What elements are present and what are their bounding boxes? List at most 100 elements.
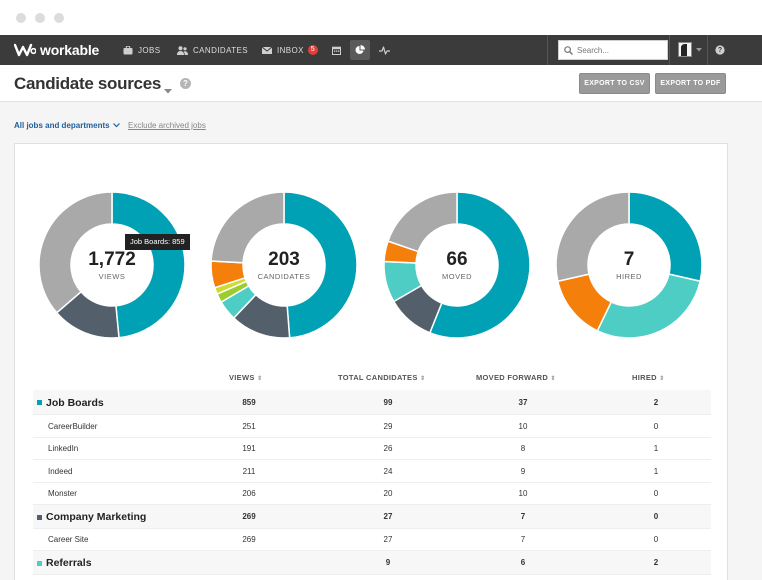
table-row[interactable]: Indeed 211 24 9 1 — [33, 460, 711, 483]
cell-views: 191 — [242, 444, 256, 453]
candidates-donut-chart — [210, 191, 358, 339]
donut-segment[interactable] — [210, 191, 285, 264]
pulse-icon — [378, 45, 390, 55]
sort-icon: ⇕ — [550, 376, 556, 382]
donut-segment[interactable] — [555, 191, 630, 283]
scope-filter-dropdown[interactable]: All jobs and departments — [14, 121, 120, 130]
user-avatar[interactable] — [678, 42, 692, 57]
candidates-label: CANDIDATES — [257, 271, 311, 281]
col-hired-header[interactable]: HIRED ⇕ — [632, 373, 665, 382]
calendar-icon — [331, 46, 341, 55]
minimize-window-dot[interactable] — [35, 13, 45, 23]
table-group-row[interactable]: Company Marketing 269 27 7 0 — [33, 505, 711, 529]
title-help-icon[interactable]: ? — [180, 78, 191, 89]
donut-segment[interactable] — [387, 191, 458, 253]
nav-candidates-label: CANDIDATES — [193, 45, 248, 55]
views-donut-chart — [38, 191, 186, 339]
cell-hired: 2 — [653, 558, 659, 567]
cell-views: 251 — [242, 421, 256, 431]
search-input[interactable] — [577, 45, 663, 55]
account-menu-caret[interactable] — [693, 40, 705, 60]
cell-hired: 0 — [653, 512, 659, 521]
source-name: Monster — [48, 489, 77, 498]
activity-button[interactable] — [374, 40, 394, 60]
moved-donut-chart — [383, 191, 531, 339]
help-button[interactable]: ? — [710, 40, 730, 60]
close-window-dot[interactable] — [16, 13, 26, 23]
table-row[interactable]: LinkedIn 191 26 8 1 — [33, 438, 711, 460]
title-dropdown-caret[interactable] — [164, 81, 172, 99]
source-color-swatch — [37, 400, 42, 405]
cell-candidates: 27 — [383, 535, 393, 544]
cell-moved: 7 — [520, 512, 526, 521]
source-name: CareerBuilder — [48, 421, 98, 431]
nav-divider — [547, 35, 548, 65]
source-name: Referrals — [46, 557, 92, 569]
nav-candidates[interactable]: CANDIDATES — [177, 35, 248, 65]
donut-segment[interactable] — [283, 191, 358, 339]
source-name: Job Boards — [46, 396, 104, 409]
donut-segment[interactable] — [596, 273, 702, 339]
table-row[interactable]: Monster 206 20 10 0 — [33, 483, 711, 505]
export-csv-button[interactable]: EXPORT TO CSV — [579, 73, 650, 94]
calendar-button[interactable] — [326, 40, 346, 60]
col-views-header[interactable]: VIEWS ⇕ — [229, 373, 262, 382]
page-title: Candidate sources — [14, 74, 161, 94]
cell-moved: 10 — [518, 489, 528, 498]
table-group-row[interactable]: Job Boards 859 99 37 2 — [33, 390, 711, 415]
source-name: LinkedIn — [48, 444, 79, 453]
cell-moved: 37 — [518, 397, 528, 407]
cell-hired: 0 — [653, 535, 659, 544]
hired-label: HIRED — [616, 271, 642, 281]
candidates-donut[interactable]: 203 CANDIDATES — [209, 190, 359, 340]
export-pdf-label: EXPORT TO PDF — [660, 80, 721, 87]
reports-button[interactable] — [350, 40, 370, 60]
cell-candidates: 9 — [385, 558, 391, 567]
nav-divider — [707, 35, 708, 65]
hired-donut[interactable]: 7 HIRED — [554, 190, 704, 340]
cell-hired: 0 — [653, 421, 659, 431]
search-box[interactable] — [558, 40, 668, 60]
table-group-row[interactable]: Referrals 9 6 2 — [33, 551, 711, 575]
title-help-glyph: ? — [183, 79, 188, 88]
cell-candidates: 27 — [383, 512, 393, 521]
window-titlebar — [0, 0, 762, 35]
cell-hired: 1 — [653, 444, 659, 453]
exclude-archived-link[interactable]: Exclude archived jobs — [128, 121, 206, 130]
nav-divider — [669, 35, 670, 65]
workable-logo-icon — [14, 43, 36, 57]
sort-icon: ⇕ — [420, 376, 426, 382]
logo-text: workable — [40, 42, 100, 58]
cell-moved: 9 — [520, 466, 526, 476]
donut-segment[interactable] — [628, 191, 703, 283]
maximize-window-dot[interactable] — [54, 13, 64, 23]
donut-segment[interactable] — [428, 191, 531, 339]
page-header: Candidate sources ? EXPORT TO CSV EXPORT… — [0, 65, 762, 102]
col-candidates-header[interactable]: TOTAL CANDIDATES ⇕ — [338, 373, 425, 382]
views-donut-center: 1,772 VIEWS — [37, 190, 187, 340]
cell-moved: 6 — [520, 558, 526, 567]
exclude-archived-label: Exclude archived jobs — [128, 121, 206, 130]
hired-donut-chart — [555, 191, 703, 339]
people-icon — [177, 45, 188, 55]
pie-chart-icon — [355, 45, 365, 54]
table-row[interactable]: CareerBuilder 251 29 10 0 — [33, 415, 711, 438]
donut-segment[interactable] — [38, 191, 113, 314]
col-moved-label: MOVED FORWARD — [476, 373, 549, 382]
export-pdf-button[interactable]: EXPORT TO PDF — [655, 73, 726, 94]
workable-logo[interactable]: workable — [14, 41, 99, 59]
nav-inbox[interactable]: INBOX 5 — [262, 35, 318, 65]
hired-total: 7 — [623, 248, 635, 270]
views-donut[interactable]: 1,772 VIEWS — [37, 190, 187, 340]
table-row[interactable]: Career Site 269 27 7 0 — [33, 529, 711, 551]
candidates-total: 203 — [268, 248, 300, 270]
envelope-icon — [262, 46, 272, 54]
candidates-donut-center: 203 CANDIDATES — [209, 190, 359, 340]
cell-views: 859 — [242, 397, 256, 407]
col-moved-header[interactable]: MOVED FORWARD ⇕ — [476, 373, 556, 382]
cell-moved: 10 — [518, 421, 528, 431]
source-name: Indeed — [48, 466, 73, 476]
moved-donut[interactable]: 66 MOVED — [382, 190, 532, 340]
nav-jobs[interactable]: JOBS — [123, 35, 161, 65]
page-title-text: Candidate sources — [14, 74, 162, 93]
